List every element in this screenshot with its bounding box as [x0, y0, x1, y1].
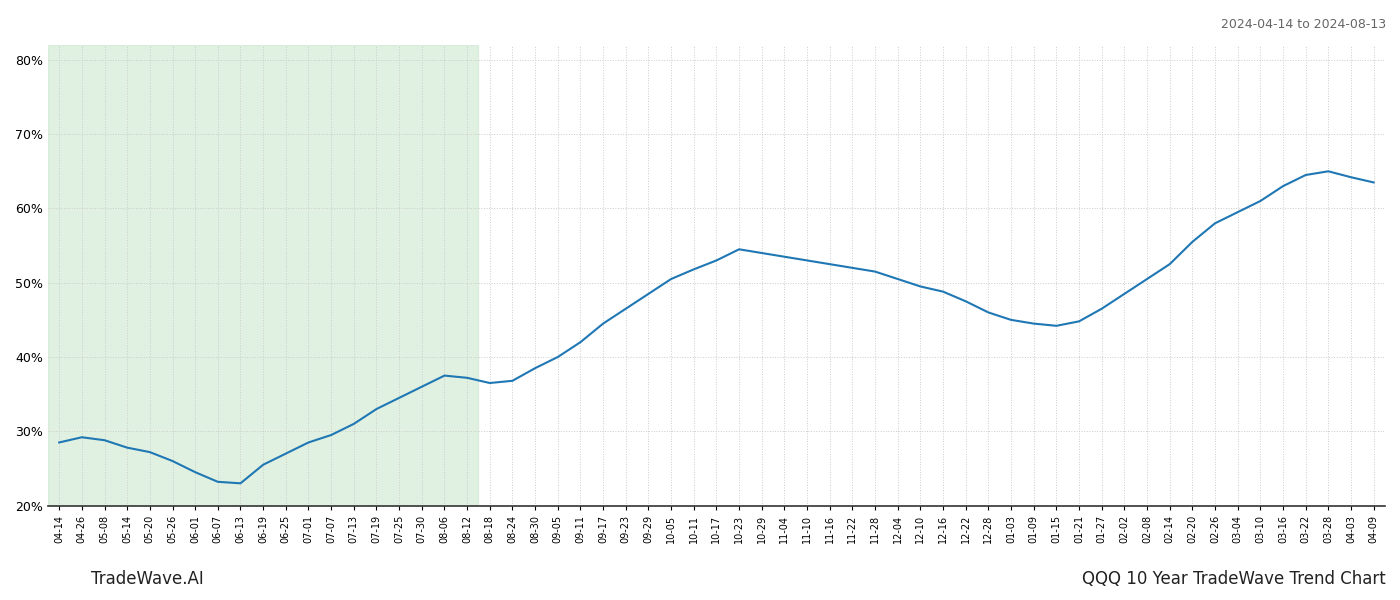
Text: 2024-04-14 to 2024-08-13: 2024-04-14 to 2024-08-13 — [1221, 18, 1386, 31]
Bar — [48, 45, 479, 506]
Text: TradeWave.AI: TradeWave.AI — [91, 570, 204, 588]
Text: QQQ 10 Year TradeWave Trend Chart: QQQ 10 Year TradeWave Trend Chart — [1082, 570, 1386, 588]
